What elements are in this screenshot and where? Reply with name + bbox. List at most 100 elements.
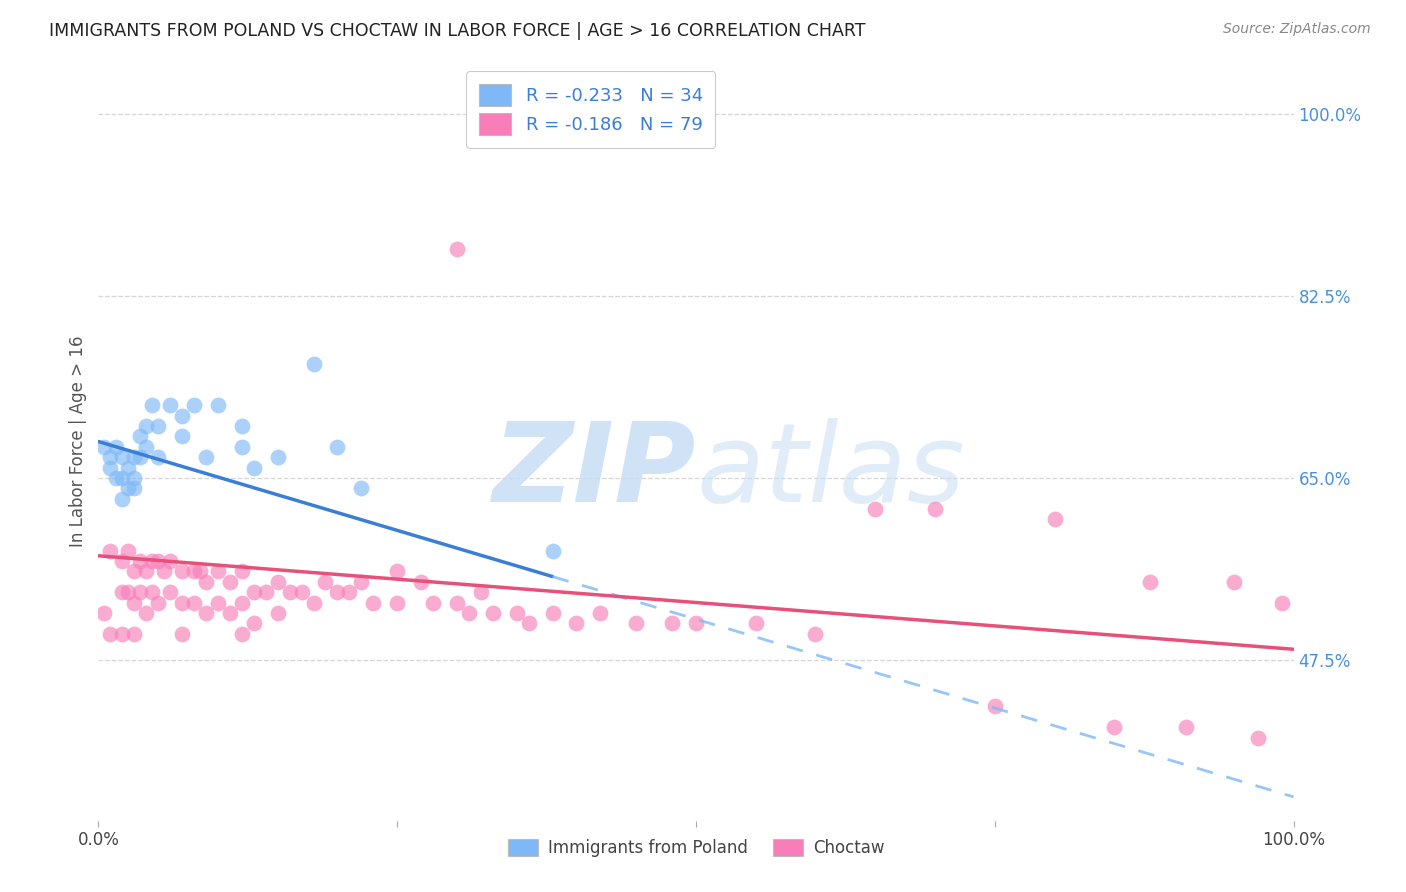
- Point: [117, 481, 139, 495]
- Point: [141, 554, 163, 568]
- Point: [117, 585, 139, 599]
- Point: [302, 357, 325, 371]
- Point: [172, 565, 194, 579]
- Point: [129, 429, 152, 443]
- Point: [117, 460, 139, 475]
- Point: [159, 585, 181, 599]
- Point: [124, 595, 146, 609]
- Point: [111, 450, 134, 464]
- Point: [243, 460, 266, 475]
- Point: [124, 471, 146, 485]
- Point: [141, 398, 163, 412]
- Point: [865, 502, 887, 516]
- Point: [350, 481, 373, 495]
- Point: [183, 565, 205, 579]
- Point: [326, 440, 349, 454]
- Point: [231, 419, 253, 434]
- Point: [470, 585, 492, 599]
- Point: [243, 585, 266, 599]
- Text: ZIP: ZIP: [492, 418, 696, 525]
- Point: [541, 606, 564, 620]
- Point: [172, 409, 194, 423]
- Point: [541, 543, 564, 558]
- Point: [219, 606, 242, 620]
- Point: [267, 574, 290, 589]
- Point: [326, 585, 349, 599]
- Point: [124, 450, 146, 464]
- Point: [105, 471, 128, 485]
- Point: [111, 585, 134, 599]
- Point: [183, 398, 205, 412]
- Point: [207, 565, 229, 579]
- Point: [148, 595, 170, 609]
- Point: [302, 595, 325, 609]
- Point: [231, 595, 253, 609]
- Point: [124, 565, 146, 579]
- Point: [481, 606, 505, 620]
- Point: [458, 606, 481, 620]
- Point: [446, 595, 468, 609]
- Point: [1175, 720, 1198, 734]
- Point: [183, 595, 205, 609]
- Point: [506, 606, 529, 620]
- Point: [172, 429, 194, 443]
- Point: [207, 595, 229, 609]
- Point: [291, 585, 314, 599]
- Point: [517, 616, 540, 631]
- Point: [195, 606, 218, 620]
- Point: [1139, 574, 1161, 589]
- Point: [1247, 731, 1270, 745]
- Point: [339, 585, 361, 599]
- Point: [159, 398, 181, 412]
- Point: [98, 450, 122, 464]
- Point: [1223, 574, 1246, 589]
- Point: [111, 471, 134, 485]
- Point: [105, 440, 128, 454]
- Point: [117, 543, 139, 558]
- Point: [661, 616, 683, 631]
- Y-axis label: In Labor Force | Age > 16: In Labor Force | Age > 16: [69, 335, 87, 548]
- Point: [1271, 595, 1294, 609]
- Point: [135, 565, 157, 579]
- Point: [188, 565, 211, 579]
- Point: [411, 574, 433, 589]
- Point: [385, 565, 409, 579]
- Point: [98, 543, 122, 558]
- Point: [254, 585, 277, 599]
- Point: [159, 554, 181, 568]
- Legend: Immigrants from Poland, Choctaw: Immigrants from Poland, Choctaw: [499, 830, 893, 865]
- Point: [231, 565, 253, 579]
- Text: IMMIGRANTS FROM POLAND VS CHOCTAW IN LABOR FORCE | AGE > 16 CORRELATION CHART: IMMIGRANTS FROM POLAND VS CHOCTAW IN LAB…: [49, 22, 866, 40]
- Text: Source: ZipAtlas.com: Source: ZipAtlas.com: [1223, 22, 1371, 37]
- Point: [148, 554, 170, 568]
- Point: [385, 595, 409, 609]
- Point: [589, 606, 612, 620]
- Point: [315, 574, 337, 589]
- Point: [243, 616, 266, 631]
- Point: [685, 616, 707, 631]
- Point: [219, 574, 242, 589]
- Point: [135, 606, 157, 620]
- Point: [111, 554, 134, 568]
- Point: [129, 585, 152, 599]
- Point: [745, 616, 768, 631]
- Point: [153, 565, 176, 579]
- Point: [148, 419, 170, 434]
- Point: [231, 440, 253, 454]
- Point: [148, 450, 170, 464]
- Point: [984, 699, 1007, 714]
- Point: [135, 419, 157, 434]
- Point: [565, 616, 588, 631]
- Point: [135, 440, 157, 454]
- Point: [207, 398, 229, 412]
- Point: [98, 626, 122, 640]
- Point: [93, 606, 115, 620]
- Point: [111, 626, 134, 640]
- Point: [804, 626, 827, 640]
- Point: [124, 481, 146, 495]
- Point: [141, 585, 163, 599]
- Point: [98, 460, 122, 475]
- Point: [195, 450, 218, 464]
- Point: [124, 626, 146, 640]
- Point: [129, 450, 152, 464]
